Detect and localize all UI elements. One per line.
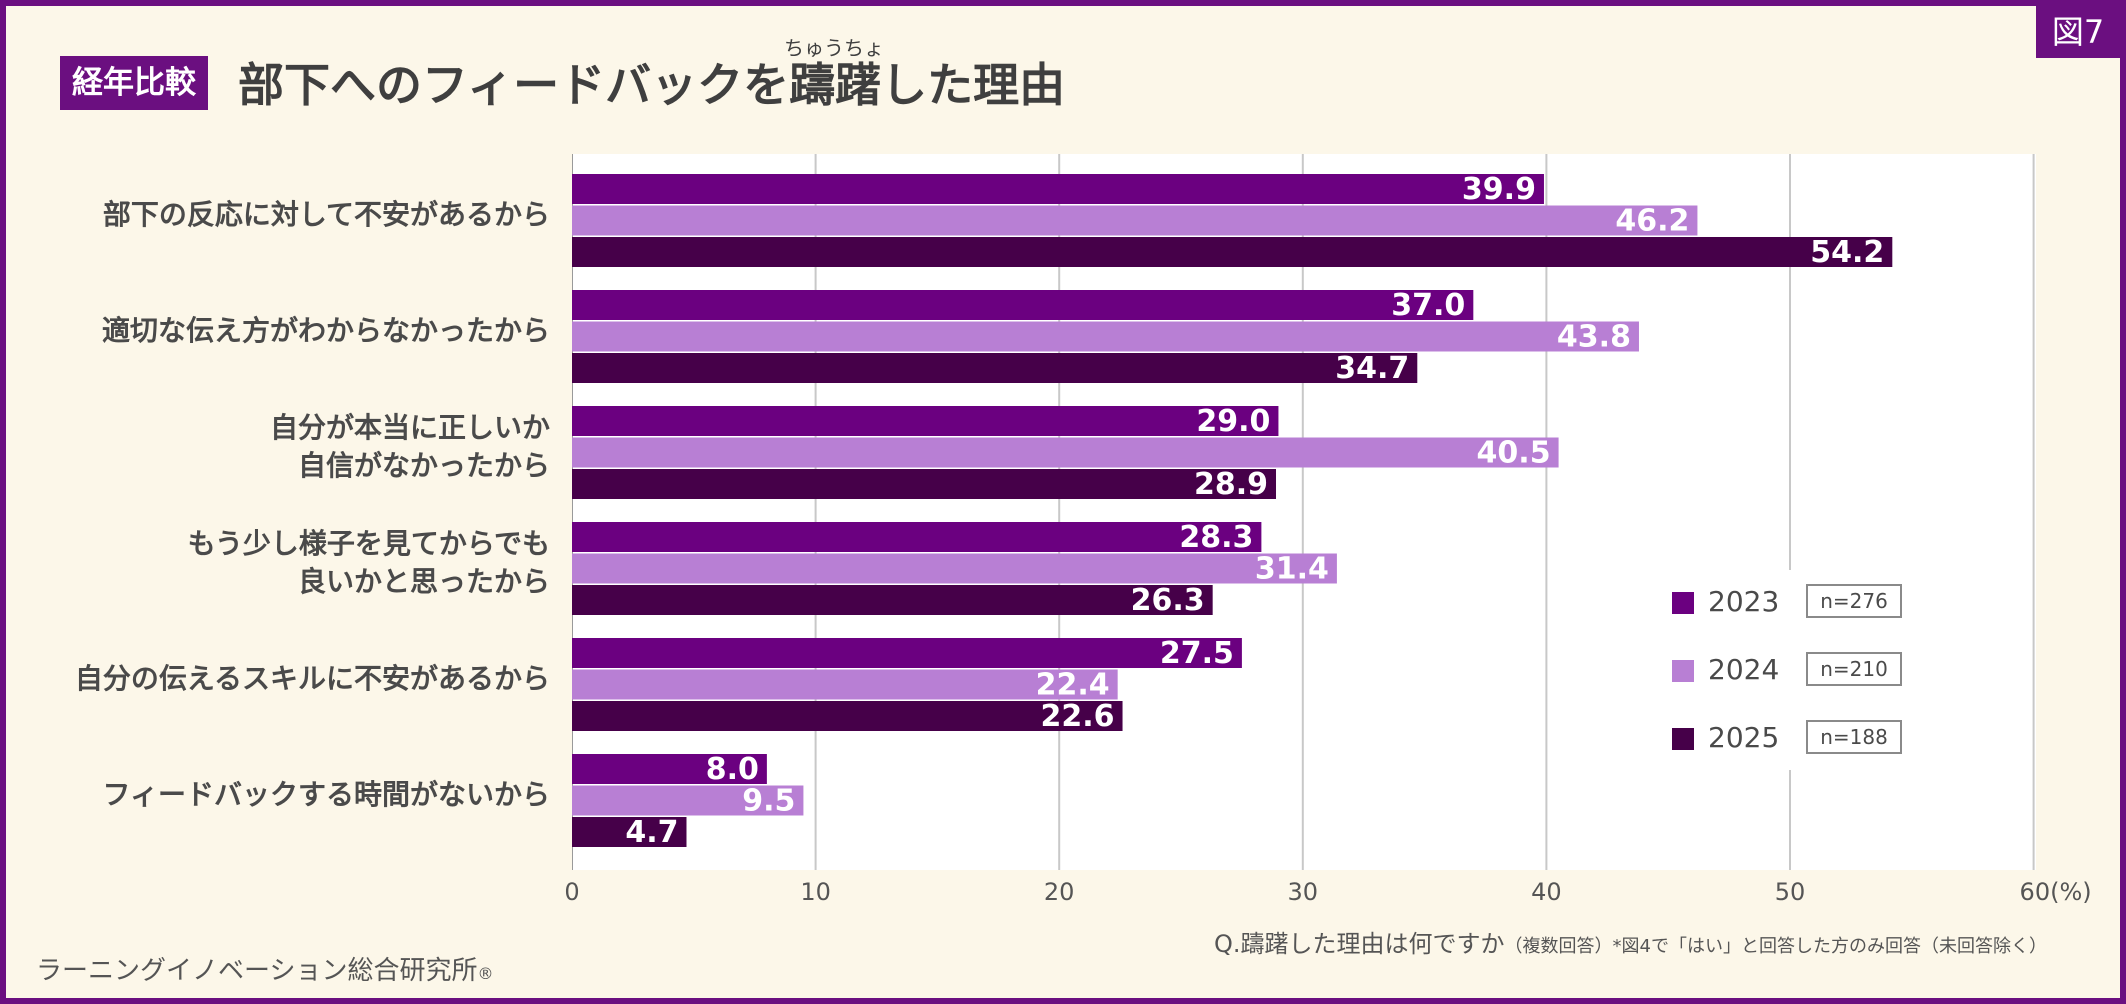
- bar-2025-4: [572, 701, 1123, 731]
- bar-2023-4: [572, 638, 1242, 668]
- category-label: 部下の反応に対して不安があるから: [102, 197, 550, 231]
- bar-value-label: 27.5: [1160, 636, 1234, 671]
- bar-2023-2: [572, 406, 1279, 436]
- category-label: 自分が本当に正しいか 自信がなかったから: [269, 410, 550, 482]
- bar-2025-3: [572, 585, 1213, 615]
- source-credit: ラーニングイノベーション総合研究所®: [36, 950, 493, 987]
- bar-2025-5: [572, 817, 687, 847]
- bar-value-label: 54.2: [1810, 235, 1884, 270]
- x-tick-label: 50: [1774, 878, 1806, 906]
- category-label: 自分の伝えるスキルに不安があるから: [74, 661, 550, 695]
- legend-label: 2025: [1708, 721, 1780, 754]
- bar-value-label: 22.4: [1036, 668, 1110, 703]
- bar-value-label: 37.0: [1391, 288, 1465, 323]
- title-ruby: ちゅうちょ: [784, 36, 884, 60]
- legend-swatch-2025: [1672, 728, 1694, 750]
- bar-value-label: 22.6: [1041, 699, 1115, 734]
- x-tick-label: 10: [800, 878, 831, 906]
- x-tick-label: 30: [1287, 878, 1319, 906]
- legend: 2023 n=276 2024 n=210 2025 n=188: [1656, 570, 1928, 770]
- bar-2024-5: [572, 785, 804, 816]
- bar-2023-3: [572, 522, 1262, 552]
- category-label: 適切な伝え方がわからなかったから: [101, 313, 550, 347]
- question-detail: （複数回答）*図4で「はい」と回答した方のみ回答（未回答除く）: [1504, 936, 2047, 957]
- legend-sample-size: n=188: [1806, 720, 1902, 754]
- bar-value-label: 31.4: [1255, 552, 1329, 587]
- bar-value-label: 39.9: [1462, 172, 1536, 207]
- bar-value-label: 8.0: [706, 752, 759, 787]
- x-tick-label: 60(%): [2019, 878, 2092, 906]
- bar-value-label: 46.2: [1615, 204, 1689, 239]
- bar-value-label: 34.7: [1335, 351, 1409, 386]
- bar-2023-5: [572, 754, 767, 784]
- legend-label: 2024: [1708, 653, 1780, 686]
- bar-value-label: 26.3: [1131, 583, 1205, 618]
- title-badge: 経年比較: [60, 56, 208, 110]
- x-tick-label: 0: [564, 878, 580, 906]
- bar-2023-0: [572, 174, 1544, 204]
- figure-number-tag: 図7: [2036, 6, 2120, 58]
- bar-value-label: 43.8: [1557, 320, 1631, 355]
- bar-value-label: 40.5: [1477, 436, 1551, 471]
- category-label: もう少し様子を見てからでも 良いかと思ったから: [187, 526, 550, 598]
- credit-text: ラーニングイノベーション総合研究所: [36, 956, 478, 986]
- bar-value-label: 28.3: [1179, 520, 1253, 555]
- legend-sample-size: n=210: [1806, 652, 1902, 686]
- bar-value-label: 29.0: [1196, 404, 1270, 439]
- bar-value-label: 9.5: [742, 784, 795, 819]
- bar-2025-2: [572, 469, 1277, 499]
- bar-value-label: 28.9: [1194, 467, 1268, 502]
- bar-2025-0: [572, 237, 1893, 267]
- bar-2024-3: [572, 553, 1337, 584]
- bar-chart: 39.9 46.2 54.2 37.0 43.8 34.7 29.0 40.5 28.9 28.3…: [572, 154, 2035, 870]
- registered-mark: ®: [477, 964, 494, 983]
- category-label: フィードバックする時間がないから: [102, 777, 550, 811]
- bar-2023-1: [572, 290, 1474, 320]
- bar-2025-1: [572, 353, 1418, 383]
- legend-label: 2023: [1708, 585, 1780, 618]
- legend-swatch-2024: [1672, 660, 1694, 682]
- bar-value-label: 4.7: [625, 815, 678, 850]
- bar-2024-2: [572, 437, 1559, 468]
- legend-sample-size: n=276: [1806, 584, 1902, 618]
- chart-title: 部下へのフィードバックを躊躇した理由: [238, 58, 1066, 112]
- bar-2024-0: [572, 205, 1698, 236]
- question-note: Q.躊躇した理由は何ですか（複数回答）*図4で「はい」と回答した方のみ回答（未回…: [1214, 924, 2047, 959]
- x-tick-label: 20: [1043, 878, 1075, 906]
- question-text: Q.躊躇した理由は何ですか: [1214, 930, 1505, 958]
- legend-swatch-2023: [1672, 592, 1694, 614]
- bar-2024-1: [572, 321, 1639, 352]
- x-tick-label: 40: [1531, 878, 1562, 906]
- plot-area: 39.9 46.2 54.2 37.0 43.8 34.7 29.0 40.5 28.9 28.3…: [572, 154, 2036, 870]
- bar-2024-4: [572, 669, 1118, 700]
